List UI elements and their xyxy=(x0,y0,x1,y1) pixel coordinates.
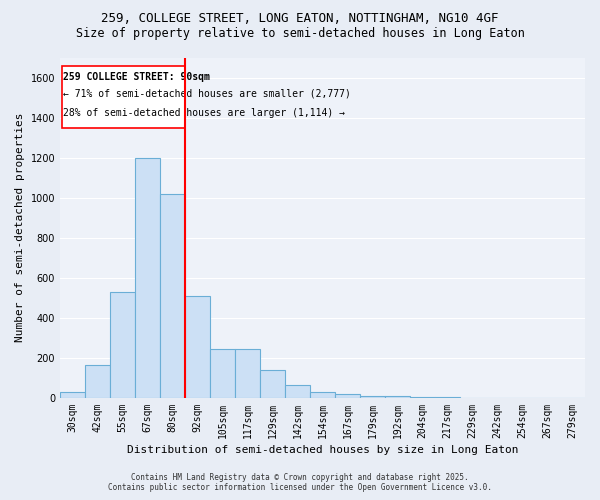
Text: ← 71% of semi-detached houses are smaller (2,777): ← 71% of semi-detached houses are smalle… xyxy=(63,88,351,99)
FancyBboxPatch shape xyxy=(62,66,185,128)
Bar xyxy=(85,365,110,398)
Bar xyxy=(235,349,260,398)
Bar xyxy=(310,392,335,398)
Bar xyxy=(410,397,435,398)
Bar xyxy=(185,296,210,398)
Text: 259, COLLEGE STREET, LONG EATON, NOTTINGHAM, NG10 4GF: 259, COLLEGE STREET, LONG EATON, NOTTING… xyxy=(101,12,499,26)
Bar xyxy=(210,349,235,398)
Bar xyxy=(260,370,285,398)
Y-axis label: Number of semi-detached properties: Number of semi-detached properties xyxy=(15,113,25,342)
Bar xyxy=(60,392,85,398)
Text: Contains HM Land Registry data © Crown copyright and database right 2025.
Contai: Contains HM Land Registry data © Crown c… xyxy=(108,473,492,492)
Text: 28% of semi-detached houses are larger (1,114) →: 28% of semi-detached houses are larger (… xyxy=(63,108,345,118)
Bar xyxy=(110,292,135,398)
Bar xyxy=(160,194,185,398)
Bar xyxy=(360,396,385,398)
Bar xyxy=(285,385,310,398)
X-axis label: Distribution of semi-detached houses by size in Long Eaton: Distribution of semi-detached houses by … xyxy=(127,445,518,455)
Bar xyxy=(135,158,160,398)
Text: 259 COLLEGE STREET: 90sqm: 259 COLLEGE STREET: 90sqm xyxy=(63,72,210,82)
Bar xyxy=(385,396,410,398)
Bar xyxy=(335,394,360,398)
Text: Size of property relative to semi-detached houses in Long Eaton: Size of property relative to semi-detach… xyxy=(76,28,524,40)
